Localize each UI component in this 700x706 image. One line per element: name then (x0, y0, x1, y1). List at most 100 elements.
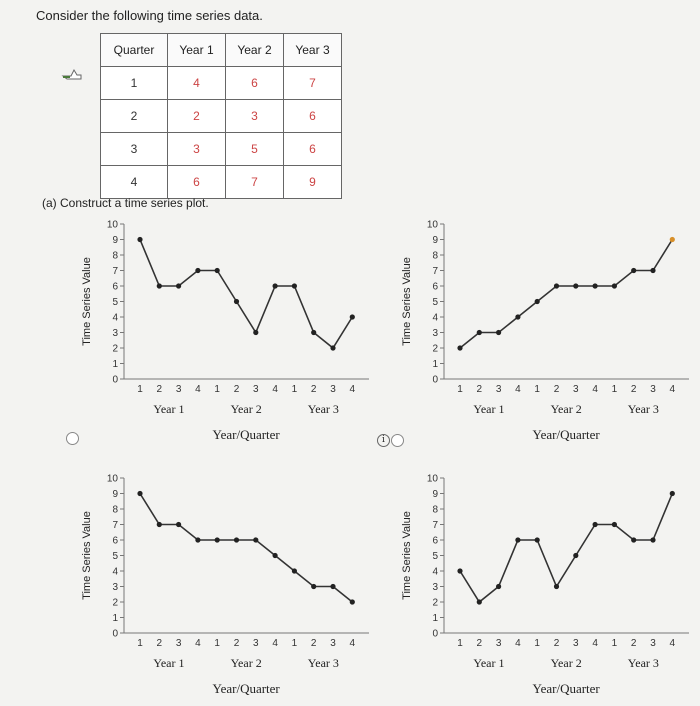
y-tick-label: 7 (432, 520, 438, 531)
y-tick-label: 2 (432, 344, 438, 355)
table-cell: 5 (225, 132, 284, 166)
y-tick-label: 3 (112, 328, 118, 339)
table-row: 2 2 3 6 (100, 99, 342, 133)
data-point (156, 521, 162, 528)
data-point (311, 583, 317, 590)
y-axis-label: Time Series Value (401, 511, 413, 600)
x-tick-label: 2 (554, 638, 560, 649)
y-tick-label: 5 (432, 551, 438, 562)
data-point (253, 537, 259, 543)
x-tick-label: 4 (515, 384, 521, 395)
x-tick-label: 4 (592, 384, 598, 395)
x-tick-label: 4 (515, 638, 521, 649)
x-tick-label: 4 (195, 384, 201, 395)
y-tick-label: 3 (432, 582, 438, 593)
y-tick-label: 2 (112, 598, 118, 609)
radio-option-a[interactable] (66, 432, 79, 445)
x-tick-label: 4 (350, 384, 356, 395)
x-group-label: Year 1 (153, 402, 184, 416)
data-point (457, 568, 463, 574)
x-tick-label: 2 (157, 638, 163, 649)
x-tick-label: 3 (253, 384, 259, 395)
y-tick-label: 10 (107, 220, 119, 231)
x-tick-label: 3 (573, 384, 579, 395)
table-cell: 2 (100, 99, 168, 133)
y-tick-label: 9 (112, 489, 118, 500)
data-point (233, 537, 240, 543)
data-point (611, 521, 617, 528)
data-point (592, 521, 598, 528)
data-point (291, 283, 297, 289)
x-tick-label: 3 (253, 638, 259, 649)
y-tick-label: 10 (427, 474, 439, 485)
series-line (459, 239, 673, 349)
x-tick-label: 4 (670, 638, 676, 649)
y-tick-label: 5 (112, 551, 118, 562)
y-tick-label: 9 (432, 489, 438, 500)
table-cell: 4 (100, 165, 168, 199)
chart-option-b: 0 1 2 3 4 5 6 7 8 9 10 1 2 3 4 1 2 3 4 1 2 3 4 Year 1 Year 2 Year… (401, 220, 689, 442)
data-point (330, 583, 336, 590)
x-tick-label: 3 (330, 638, 336, 649)
y-tick-label: 7 (112, 266, 118, 277)
header-year-3: Year 3 (283, 33, 342, 67)
table-cell: 6 (167, 165, 226, 199)
table-cell: 6 (225, 66, 284, 100)
info-icon[interactable]: i (377, 434, 390, 447)
data-point (496, 329, 502, 336)
y-tick-label: 2 (112, 344, 118, 355)
y-tick-label: 3 (432, 328, 438, 339)
x-tick-label: 2 (234, 638, 240, 649)
table-row: 4 6 7 9 (100, 165, 342, 199)
y-tick-label: 4 (432, 567, 438, 578)
x-tick-label: 1 (534, 638, 540, 649)
y-axis-label: Time Series Value (401, 257, 413, 346)
data-point (553, 283, 560, 289)
y-axis-label: Time Series Value (81, 511, 93, 600)
table-cell: 7 (225, 165, 284, 199)
x-group-label: Year 2 (551, 402, 582, 416)
y-tick-label: 5 (112, 297, 118, 308)
x-tick-label: 1 (534, 384, 540, 395)
data-point (611, 283, 617, 289)
table-cell: 4 (167, 66, 226, 100)
y-tick-label: 8 (432, 251, 438, 262)
x-tick-label: 1 (292, 384, 298, 395)
x-tick-label: 4 (592, 638, 598, 649)
pointer-hand-icon (61, 66, 83, 89)
x-tick-label: 3 (573, 638, 579, 649)
x-group-label: Year 1 (473, 402, 504, 416)
x-tick-label: 2 (477, 638, 483, 649)
data-point (156, 283, 162, 289)
table-row: 1 4 6 7 (100, 66, 342, 100)
data-point (631, 267, 637, 274)
y-tick-label: 8 (112, 505, 118, 516)
y-tick-label: 0 (112, 375, 118, 386)
x-tick-label: 4 (195, 638, 201, 649)
y-tick-label: 7 (112, 520, 118, 531)
y-tick-label: 1 (112, 359, 118, 370)
data-point (137, 236, 143, 243)
x-axis-label: Year/Quarter (213, 681, 281, 696)
series-line (139, 239, 353, 350)
x-group-label: Year 3 (308, 656, 339, 670)
chart-option-a: 0 1 2 3 4 5 6 7 8 9 10 1 2 3 4 1 2 3 4 1 2 3 4 Year 1 Year 2 Year… (81, 220, 369, 442)
table-cell: 3 (167, 132, 226, 166)
data-point (669, 490, 675, 497)
chart-option-d: 0 1 2 3 4 5 6 7 8 9 10 1 2 3 4 1 2 3 4 1 2 3 4 Year 1 Year 2 Year… (401, 474, 689, 696)
x-tick-label: 2 (631, 638, 637, 649)
data-point (176, 283, 182, 289)
y-tick-label: 9 (112, 235, 118, 246)
data-point (253, 329, 259, 336)
y-tick-label: 7 (432, 266, 438, 277)
x-tick-label: 3 (496, 638, 502, 649)
data-point (195, 267, 201, 274)
y-tick-label: 1 (432, 359, 438, 370)
x-tick-label: 2 (311, 638, 317, 649)
table-cell: 9 (283, 165, 342, 199)
y-tick-label: 6 (112, 536, 118, 547)
data-point (573, 283, 579, 289)
y-tick-label: 9 (432, 235, 438, 246)
table-cell: 1 (100, 66, 168, 100)
radio-option-b[interactable] (391, 434, 404, 447)
